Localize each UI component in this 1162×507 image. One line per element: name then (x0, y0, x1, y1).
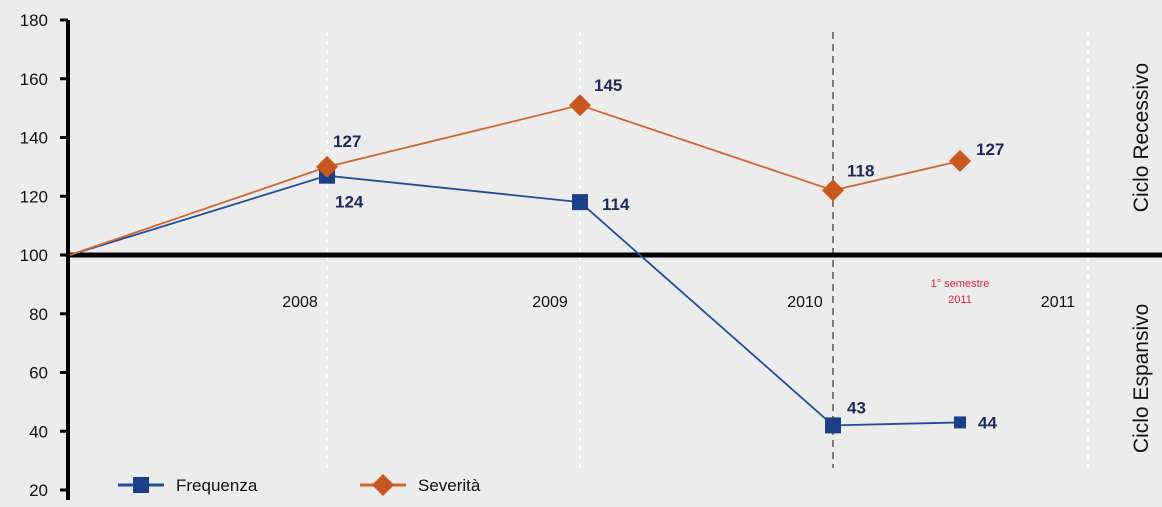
data-point (569, 94, 591, 117)
cycle-expansive-label: Ciclo Espansivo (1130, 304, 1153, 453)
y-tick-label: 160 (20, 70, 48, 89)
x-sublabel: 1° semestre (931, 278, 990, 290)
data-label: 145 (594, 76, 622, 95)
data-point (825, 417, 841, 434)
data-point (316, 155, 338, 178)
y-tick-label: 180 (20, 11, 48, 30)
y-tick-label: 100 (20, 246, 48, 265)
data-point (954, 416, 966, 429)
legend-item: Severità (360, 474, 481, 496)
legend-item: Frequenza (118, 476, 258, 495)
series-line-severità (69, 104, 961, 256)
data-point (572, 194, 588, 211)
y-tick-label: 40 (29, 422, 48, 441)
data-label: 118 (847, 161, 874, 180)
data-label: 127 (976, 140, 1004, 159)
y-tick-label: 20 (29, 481, 48, 500)
legend-label: Severità (418, 476, 481, 495)
data-label: 43 (847, 398, 866, 417)
y-tick-label: 120 (20, 187, 48, 206)
y-tick-label: 140 (20, 129, 48, 148)
x-tick-label: 2009 (532, 294, 568, 311)
legend-label: Frequenza (176, 476, 258, 495)
data-label: 114 (602, 195, 630, 214)
x-sublabel: 2011 (948, 294, 972, 306)
data-label: 124 (335, 193, 364, 212)
cycle-recessive-label: Ciclo Recessivo (1130, 63, 1153, 212)
x-tick-label: 2011 (1041, 294, 1076, 311)
legend-marker (133, 477, 149, 493)
legend-marker (372, 474, 394, 496)
data-point (949, 150, 971, 172)
x-tick-label: 2008 (282, 294, 318, 311)
series-line-frequenza (69, 174, 961, 427)
data-label: 44 (978, 413, 997, 432)
x-tick-label: 2010 (787, 294, 823, 311)
y-tick-label: 60 (29, 364, 48, 383)
data-label: 127 (333, 132, 361, 151)
y-tick-label: 80 (29, 305, 48, 324)
data-point (822, 179, 844, 202)
